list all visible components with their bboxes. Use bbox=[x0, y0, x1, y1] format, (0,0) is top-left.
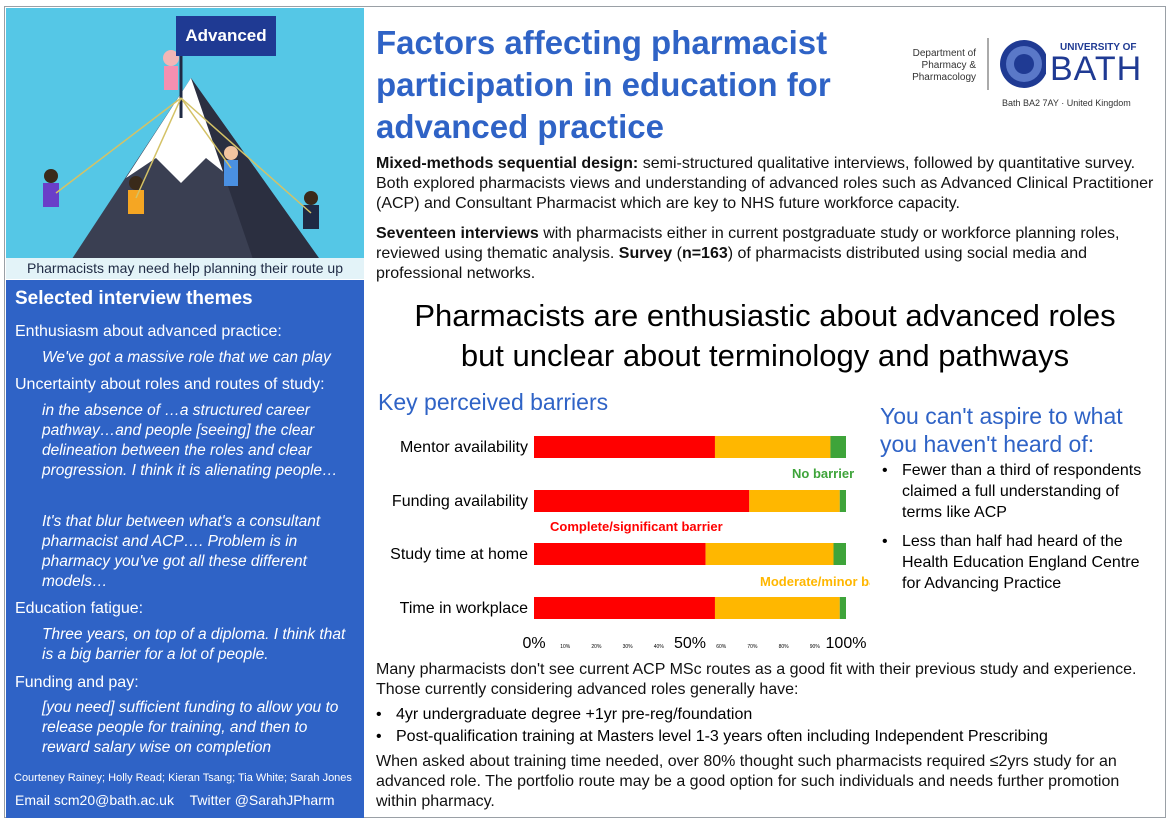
authors: Courteney Rainey; Holly Read; Kieran Tsa… bbox=[14, 772, 352, 784]
bar-0-0 bbox=[534, 436, 715, 458]
theme-quote: It's that blur between what's a consulta… bbox=[42, 513, 321, 590]
bar-2-2 bbox=[833, 543, 846, 565]
mountain-illustration bbox=[43, 48, 326, 268]
twitter-link[interactable]: Twitter @SarahJPharm bbox=[189, 792, 335, 808]
bar-1-2 bbox=[705, 543, 834, 565]
survey-bold: Survey bbox=[618, 245, 673, 262]
legend-label: No barrier bbox=[792, 466, 854, 481]
interview-themes-panel: Selected interview themes Enthusiasm abo… bbox=[6, 280, 364, 818]
poster-frame bbox=[4, 6, 1166, 818]
legend-label: Moderate/minor barrier bbox=[760, 574, 870, 589]
list-item: Less than half had heard of the Health E… bbox=[880, 531, 1150, 594]
dept-line: Pharmacology bbox=[912, 72, 976, 83]
tick-label: 20% bbox=[591, 644, 602, 650]
tick-label: 70% bbox=[747, 644, 758, 650]
survey-paren: ( bbox=[672, 245, 682, 262]
bar-2-0 bbox=[830, 436, 846, 458]
bar-1-3 bbox=[714, 597, 840, 619]
aspire-heading-line-2: you haven't heard of: bbox=[880, 431, 1095, 457]
theme-title: Uncertainty about roles and routes of st… bbox=[15, 376, 325, 393]
bar-1-1 bbox=[749, 490, 840, 512]
interviews-paragraph: Seventeen interviews with pharmacists ei… bbox=[376, 224, 1156, 284]
legend-label: Complete/significant barrier bbox=[550, 519, 723, 534]
tick-label: 80% bbox=[779, 644, 790, 650]
category-label: Funding availability bbox=[392, 493, 528, 510]
category-label: Time in workplace bbox=[400, 600, 528, 617]
survey-text: ) of pharmacists distributed using socia… bbox=[376, 245, 1088, 282]
tick-label: 60% bbox=[716, 644, 727, 650]
dept-line: Department of bbox=[912, 48, 976, 59]
list-item: Post-qualification training at Masters l… bbox=[374, 726, 1154, 748]
university-label: UNIVERSITY OF bbox=[1060, 42, 1137, 53]
university-address: Bath BA2 7AY · United Kingdom bbox=[1002, 98, 1131, 108]
tick-label: 0% bbox=[522, 635, 545, 652]
aspire-bullets: Fewer than a third of respondents claime… bbox=[880, 460, 1150, 602]
theme-quote: We've got a massive role that we can pla… bbox=[42, 349, 331, 366]
bar-0-2 bbox=[534, 543, 706, 565]
email-link[interactable]: Email scm20@bath.ac.uk bbox=[15, 792, 174, 808]
interviews-bold: Seventeen interviews bbox=[376, 225, 539, 242]
theme-quote: in the absence of …a structured career p… bbox=[42, 402, 338, 479]
conclusion-bullets: 4yr undergraduate degree +1yr pre-reg/fo… bbox=[374, 704, 1154, 748]
category-label: Mentor availability bbox=[400, 439, 528, 456]
contact: Email scm20@bath.ac.uk Twitter @SarahJPh… bbox=[15, 792, 347, 808]
sample-size: n=163 bbox=[681, 245, 728, 262]
bar-2-3 bbox=[839, 597, 846, 619]
tick-label: 30% bbox=[623, 644, 634, 650]
poster-title: Factors affecting pharmacist participati… bbox=[376, 24, 831, 145]
theme-title: Enthusiasm about advanced practice: bbox=[15, 323, 282, 340]
headline-line-2: but unclear about terminology and pathwa… bbox=[460, 338, 1070, 373]
tick-label: 100% bbox=[826, 635, 867, 652]
advanced-flag: Advanced bbox=[176, 16, 276, 56]
theme-title: Education fatigue: bbox=[15, 600, 144, 617]
university-crest-icon bbox=[987, 38, 1046, 90]
tick-label: 40% bbox=[654, 644, 665, 650]
tick-label: 50% bbox=[674, 635, 706, 652]
category-label: Study time at home bbox=[390, 546, 528, 563]
department-label: Department of Pharmacy & Pharmacology bbox=[900, 48, 976, 84]
bar-1-0 bbox=[714, 436, 831, 458]
interviews-text: with pharmacists either in current postg… bbox=[376, 225, 1120, 262]
tick-label: 90% bbox=[810, 644, 821, 650]
aspire-heading-line-1: You can't aspire to what bbox=[880, 403, 1123, 429]
headline-line-1: Pharmacists are enthusiastic about advan… bbox=[414, 298, 1116, 333]
methods-text: semi-structured qualitative interviews, … bbox=[376, 155, 1154, 212]
barriers-chart: Mentor availability Funding availability S… bbox=[390, 436, 870, 652]
bath-wordmark: BATH bbox=[1050, 50, 1143, 88]
bar-2-1 bbox=[839, 490, 846, 512]
list-item: 4yr undergraduate degree +1yr pre-reg/fo… bbox=[374, 704, 1154, 726]
theme-quote: Three years, on top of a diploma. I thin… bbox=[42, 626, 346, 663]
dept-line: Pharmacy & bbox=[921, 60, 976, 71]
tick-label: 10% bbox=[560, 644, 571, 650]
themes-heading: Selected interview themes bbox=[15, 288, 253, 309]
key-finding-headline: Pharmacists are enthusiastic about advan… bbox=[370, 296, 1160, 376]
theme-quote: [you need] sufficient funding to allow y… bbox=[42, 699, 339, 756]
bar-0-1 bbox=[534, 490, 750, 512]
hero-caption: Pharmacists may need help planning their… bbox=[6, 258, 364, 279]
methods-paragraph: Mixed-methods sequential design: semi-st… bbox=[376, 154, 1156, 214]
barriers-heading: Key perceived barriers bbox=[378, 389, 609, 415]
conclusion-final: When asked about training time needed, o… bbox=[376, 753, 1120, 810]
theme-title: Funding and pay: bbox=[15, 674, 139, 691]
methods-bold: Mixed-methods sequential design: bbox=[376, 155, 639, 172]
conclusion-intro: Many pharmacists don't see current ACP M… bbox=[376, 661, 1137, 698]
list-item: Fewer than a third of respondents claime… bbox=[880, 460, 1150, 523]
bar-0-3 bbox=[534, 597, 715, 619]
aspire-heading: You can't aspire to what you haven't hea… bbox=[880, 402, 1123, 458]
